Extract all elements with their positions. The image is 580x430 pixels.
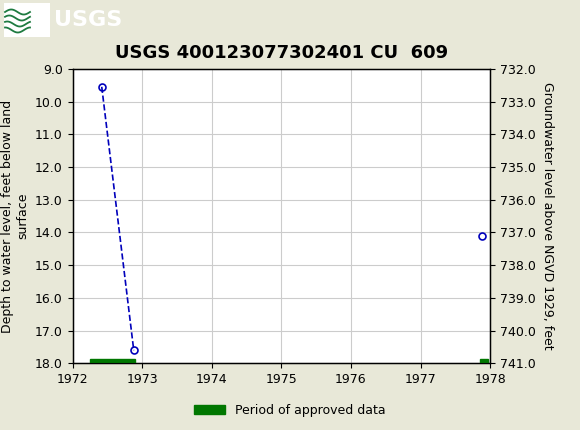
Title: USGS 400123077302401 CU  609: USGS 400123077302401 CU 609 — [115, 44, 448, 61]
Bar — [90, 359, 135, 363]
Legend: Period of approved data: Period of approved data — [189, 399, 391, 421]
Y-axis label: Groundwater level above NGVD 1929, feet: Groundwater level above NGVD 1929, feet — [541, 82, 554, 350]
Bar — [4, 3, 50, 37]
Text: USGS: USGS — [54, 10, 122, 30]
Bar — [480, 359, 488, 363]
Y-axis label: Depth to water level, feet below land
surface: Depth to water level, feet below land su… — [1, 99, 30, 333]
